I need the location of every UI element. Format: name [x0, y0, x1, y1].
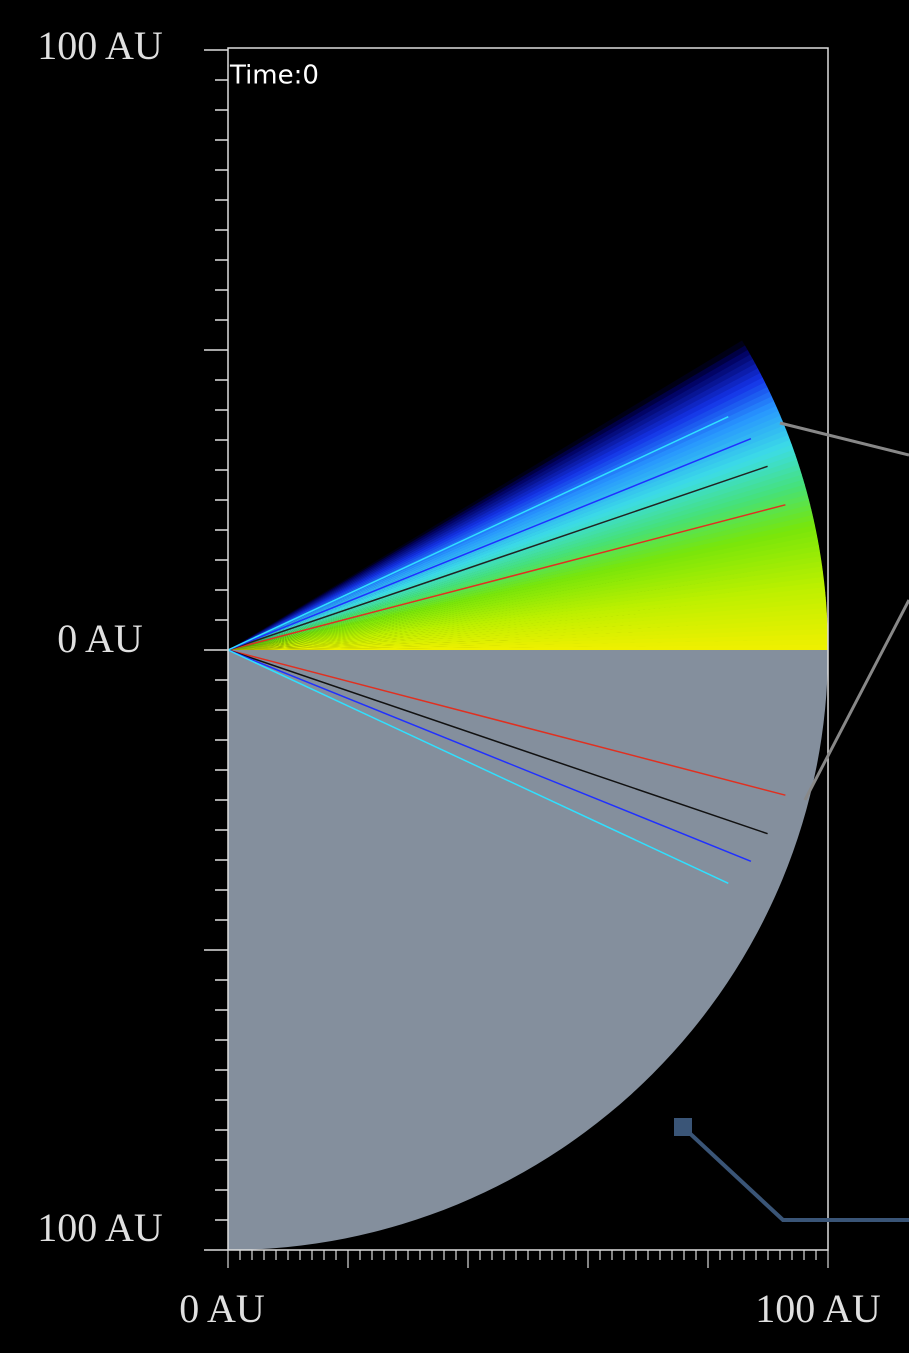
x-axis-label: 0 AU [179, 1286, 265, 1331]
time-label: Time:0 [229, 61, 319, 91]
y-axis-label: 0 AU [57, 616, 143, 661]
visualization: Time:0 100 AU 0 AU 100 AU 0 AU 100 AU [0, 0, 909, 1353]
annotation-marker [674, 1118, 692, 1136]
y-axis-label: 100 AU [37, 1205, 163, 1250]
y-axis-label: 100 AU [37, 23, 163, 68]
x-axis-label: 100 AU [755, 1286, 881, 1331]
